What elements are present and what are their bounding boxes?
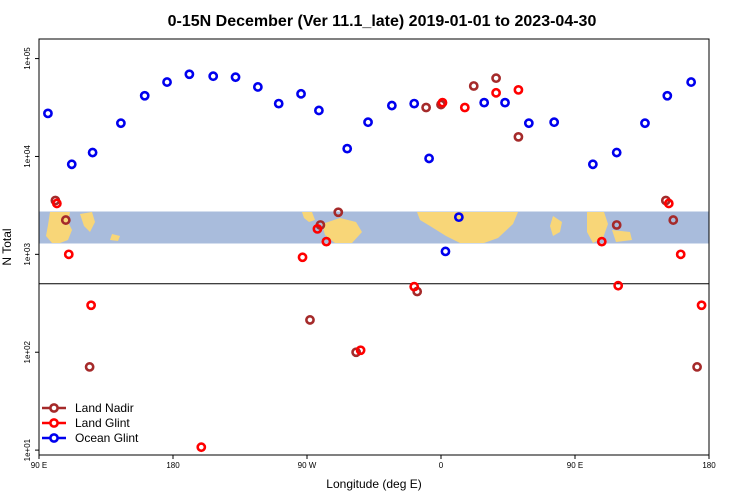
x-tick-label: 0 — [439, 461, 444, 470]
land-glint-point — [86, 300, 97, 311]
land-nadir-point — [668, 215, 679, 225]
x-tick-label: 90 W — [298, 461, 317, 470]
y-tick-label: 1e+03 — [23, 243, 32, 266]
ocean-glint-point — [640, 118, 650, 129]
land-nadir-point — [491, 73, 501, 84]
land-nadir-point — [421, 102, 432, 113]
land-glint-point — [663, 198, 674, 209]
y-tick-label: 1e+05 — [23, 47, 32, 70]
land-nadir-point — [611, 220, 622, 230]
legend-marker-land-nadir — [49, 403, 59, 413]
land-glint-point — [409, 281, 420, 292]
ocean-glint-point — [342, 143, 353, 154]
ocean-glint-point — [587, 159, 598, 170]
ocean-glint-point — [686, 77, 697, 87]
ocean-glint-point — [611, 147, 622, 158]
ocean-glint-point — [115, 118, 126, 129]
land-glint-point — [355, 345, 366, 356]
ocean-glint-point — [440, 246, 451, 257]
land-glint-point — [312, 223, 323, 234]
ocean-glint-point — [273, 98, 284, 109]
plot-area — [38, 38, 710, 456]
ocean-glint-point — [162, 77, 172, 87]
ocean-glint-point — [87, 147, 98, 158]
ocean-glint-point — [208, 71, 219, 82]
land-glint-point — [596, 236, 607, 247]
data-points — [43, 69, 707, 453]
ocean-glint-point — [409, 98, 420, 109]
land-shapes — [46, 212, 632, 243]
map-strip — [39, 211, 709, 244]
ocean-glint-point — [314, 105, 324, 116]
land-glint-point — [459, 102, 470, 113]
ocean-glint-point — [523, 118, 534, 129]
y-tick-label: 1e+02 — [23, 340, 32, 363]
legend-label-ocean-glint: Ocean Glint — [75, 431, 139, 445]
ocean-glint-point — [66, 159, 77, 170]
land-nadir-point — [513, 131, 524, 142]
chart-title: 0-15N December (Ver 11.1_late) 2019-01-0… — [168, 13, 597, 30]
land-nadir-point — [692, 362, 702, 372]
land-nadir-point — [468, 81, 479, 91]
legend-marker-ocean-glint — [49, 433, 59, 443]
ocean-glint-point — [252, 82, 263, 92]
y-tick-label: 1e+01 — [23, 438, 32, 461]
land-glint-point — [321, 236, 332, 247]
plot-frame — [38, 38, 710, 456]
x-tick-label: 90 E — [31, 461, 47, 470]
ocean-glint-point — [139, 90, 150, 101]
ocean-glint-point — [184, 69, 195, 80]
ocean-glint-point — [424, 153, 434, 164]
ocean-glint-point — [662, 90, 673, 101]
x-tick-label: 180 — [166, 461, 180, 470]
land-glint-point — [51, 198, 62, 209]
legend-label-land-nadir: Land Nadir — [75, 401, 134, 415]
x-axis: 90 E 180 90 W 0 90 E 180 Longitude (deg E) — [31, 455, 716, 491]
legend-label-land-glint: Land Glint — [75, 416, 130, 430]
land-glint-point — [513, 84, 524, 95]
land-nadir-point — [60, 215, 71, 225]
ocean-glint-point — [296, 88, 306, 99]
ocean-glint-point — [386, 100, 397, 111]
ocean-glint-point — [479, 97, 490, 108]
ocean-glint-point — [230, 72, 241, 83]
land-nadir-point — [305, 315, 315, 325]
ocean-glint-point — [363, 117, 373, 128]
land-glint-point — [63, 249, 74, 260]
x-tick-label: 90 E — [567, 461, 583, 470]
y-axis-label: N Total — [0, 228, 14, 265]
land-glint-point — [696, 300, 707, 311]
ocean-glint-point — [500, 97, 510, 108]
land-glint-point — [613, 280, 624, 291]
x-axis-label: Longitude (deg E) — [326, 477, 421, 491]
ocean-glint-point — [453, 212, 464, 223]
ocean-glint-point — [43, 108, 53, 119]
land-glint-point — [297, 252, 308, 263]
land-glint-point — [491, 87, 501, 98]
y-axis: 1e+01 1e+02 1e+03 1e+04 1e+05 N Total — [0, 47, 39, 461]
land-glint-point — [196, 442, 207, 453]
legend-marker-land-glint — [49, 418, 59, 428]
land-nadir-point — [333, 207, 344, 218]
land-glint-point — [437, 97, 448, 108]
land-nadir-point — [84, 362, 95, 372]
ocean-glint-point — [549, 117, 560, 128]
x-tick-label: 180 — [702, 461, 716, 470]
y-tick-label: 1e+04 — [23, 145, 32, 168]
land-glint-point — [675, 249, 686, 260]
